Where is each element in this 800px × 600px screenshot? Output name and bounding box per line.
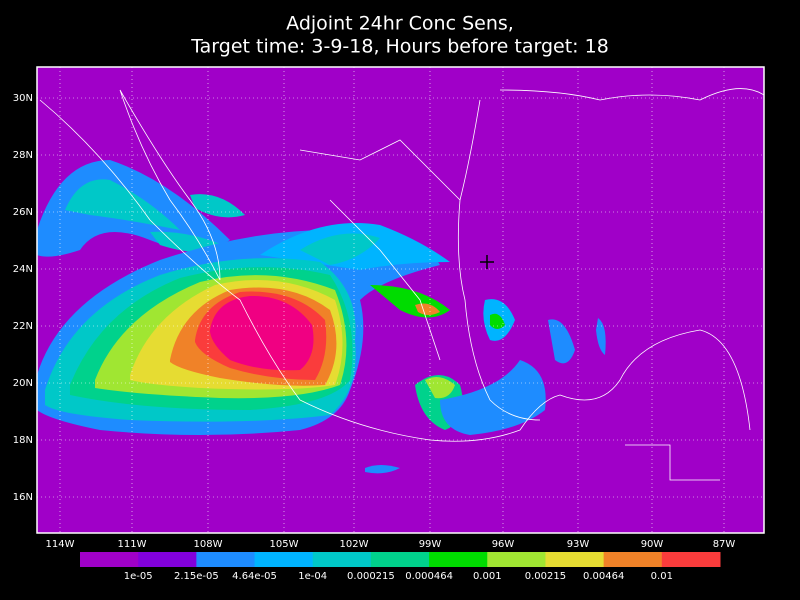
colorbar-swatch (138, 552, 197, 567)
colorbar-swatch (545, 552, 605, 567)
lat-label: 28N (13, 150, 33, 161)
lon-label: 87W (713, 539, 736, 550)
contour (596, 318, 606, 355)
lon-label: 102W (340, 539, 369, 550)
lon-label: 105W (270, 539, 299, 550)
colorbar-swatch (429, 552, 488, 567)
lat-label: 20N (13, 378, 33, 389)
colorbar-swatch (487, 552, 546, 567)
coastlines (39, 88, 764, 481)
colorbar-swatch (603, 552, 663, 567)
contour (490, 313, 505, 329)
colorbar-label: 0.000464 (405, 571, 453, 582)
contour (210, 295, 314, 371)
contour (365, 465, 400, 474)
title-line: Target time: 3-9-18, Hours before target… (190, 36, 609, 58)
colorbar-label: 1e-04 (298, 571, 327, 582)
lon-label: 111W (118, 539, 147, 550)
lon-label: 114W (46, 539, 75, 550)
map-frame (36, 66, 765, 534)
lon-label: 108W (194, 539, 223, 550)
contour (415, 303, 440, 315)
map-area (36, 66, 765, 534)
colorbar-label: 0.000215 (347, 571, 395, 582)
lon-label: 90W (641, 539, 664, 550)
colorbar-label: 0.01 (651, 571, 673, 582)
contour (190, 194, 245, 218)
lon-label: 99W (419, 539, 442, 550)
lon-label: 96W (492, 539, 515, 550)
lat-label: 30N (13, 93, 33, 104)
contour (440, 360, 546, 435)
lat-label: 22N (13, 321, 33, 332)
graticule (37, 67, 764, 533)
colorbar-swatch (196, 552, 256, 567)
colorbar-swatch (80, 552, 139, 567)
contour (300, 233, 380, 265)
contour (65, 179, 180, 230)
title-line: Adjoint 24hr Conc Sens, (286, 13, 514, 35)
lat-label: 18N (13, 435, 33, 446)
colorbar-swatch (370, 552, 430, 567)
colorbar-label: 0.00215 (525, 571, 566, 582)
target-marker (480, 255, 494, 269)
colorbar-label: 2.15e-05 (174, 571, 219, 582)
colorbar-swatch (312, 552, 372, 567)
lon-label: 93W (567, 539, 590, 550)
colorbar-label: 4.64e-05 (232, 571, 277, 582)
contour (548, 319, 575, 364)
sensitivity-field (37, 160, 606, 474)
contour (425, 376, 455, 399)
colorbar-label: 0.001 (473, 571, 502, 582)
colorbar-label: 1e-05 (124, 571, 153, 582)
lat-label: 16N (13, 492, 33, 503)
colorbar-swatch (254, 552, 314, 567)
colorbar-label: 0.00464 (583, 571, 624, 582)
lat-label: 26N (13, 207, 33, 218)
colorbar-swatch (661, 552, 721, 567)
lat-label: 24N (13, 264, 33, 275)
